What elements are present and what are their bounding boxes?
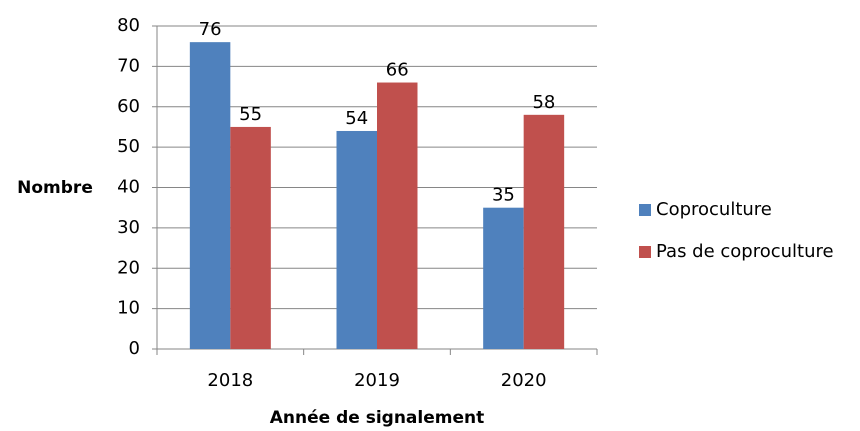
data-label: 66: [386, 60, 409, 81]
data-label: 58: [532, 92, 555, 113]
x-tick-label: 2020: [501, 370, 547, 391]
y-tick-label: 60: [117, 96, 140, 117]
y-tick-label: 20: [117, 257, 140, 278]
y-tick-label: 30: [117, 217, 140, 238]
bar: [377, 82, 418, 350]
bar: [523, 114, 565, 349]
y-tick-label: 50: [117, 136, 140, 157]
y-tick-label: 0: [129, 338, 140, 359]
bar: [336, 130, 377, 349]
legend-label: Coproculture: [656, 199, 772, 220]
legend-label: Pas de coproculture: [656, 241, 834, 262]
bar: [483, 207, 524, 349]
bar: [230, 126, 271, 349]
y-tick-label: 80: [117, 15, 140, 36]
y-axis-label: Nombre: [17, 178, 93, 198]
data-label: 76: [199, 19, 222, 40]
data-label: 35: [492, 185, 515, 206]
x-tick-label: 2019: [354, 370, 400, 391]
data-label: 55: [239, 104, 262, 125]
y-tick-label: 70: [117, 55, 140, 76]
legend-swatch: [639, 246, 651, 258]
data-label: 54: [345, 108, 368, 129]
y-tick-label: 10: [117, 298, 140, 319]
y-tick-label: 40: [117, 177, 140, 198]
x-axis-label: Année de signalement: [270, 408, 484, 428]
legend-swatch: [639, 204, 651, 216]
x-tick-label: 2018: [207, 370, 253, 391]
bar: [189, 42, 231, 350]
